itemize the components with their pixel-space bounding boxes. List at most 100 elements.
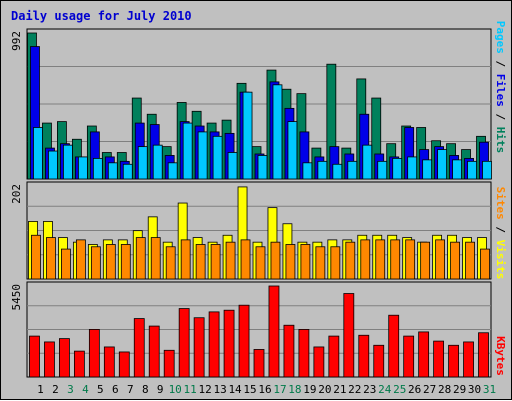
bar-kbytes-day-2: [44, 341, 55, 378]
series-legend: Sites / Visits: [494, 187, 507, 280]
bar-pages-day-12: [197, 131, 208, 180]
bar-kbytes-day-3: [59, 338, 70, 378]
bar-kbytes-day-10: [163, 349, 175, 378]
day-label-6: 6: [112, 383, 119, 396]
bar-pages-day-10: [167, 162, 178, 180]
series-legend: KBytes: [494, 336, 507, 376]
day-label-16: 16: [258, 383, 271, 396]
bar-sites-day-26: [405, 239, 416, 280]
day-label-15: 15: [243, 383, 256, 396]
bar-pages-day-23: [362, 144, 373, 180]
bar-sites-day-21: [330, 246, 341, 280]
bar-pages-day-7: [122, 163, 133, 180]
day-label-9: 9: [157, 383, 164, 396]
bar-kbytes-day-27: [418, 331, 430, 378]
day-label-10: 10: [169, 383, 182, 396]
ymax-label: 202: [10, 184, 23, 204]
day-label-24: 24: [378, 383, 392, 396]
bar-kbytes-day-9: [148, 325, 160, 378]
bar-pages-day-16: [257, 155, 268, 180]
bar-pages-day-5: [92, 157, 103, 180]
bar-pages-day-30: [467, 160, 477, 180]
bar-pages-day-6: [107, 162, 118, 180]
bar-pages-day-9: [152, 144, 163, 180]
bar-sites-day-11: [180, 239, 191, 280]
day-label-25: 25: [393, 383, 406, 396]
chart-panels: 992 202 5450: [10, 28, 492, 378]
bar-sites-day-17: [270, 241, 281, 280]
bar-kbytes-day-20: [313, 346, 325, 378]
bar-pages-day-1: [33, 127, 43, 180]
legend-visits: Visits: [494, 240, 507, 280]
bar-pages-day-22: [347, 160, 358, 180]
bar-pages-day-21: [332, 163, 343, 180]
day-label-13: 13: [213, 383, 226, 396]
bar-kbytes-day-30: [463, 341, 474, 378]
bar-kbytes-day-17: [268, 285, 280, 378]
day-label-23: 23: [363, 383, 376, 396]
bar-sites-day-20: [315, 246, 326, 280]
bar-pages-day-25: [392, 157, 403, 180]
legend-sep: /: [494, 54, 507, 74]
day-label-31: 31: [483, 383, 496, 396]
bar-pages-day-4: [77, 156, 88, 180]
day-label-21: 21: [333, 383, 346, 396]
bar-sites-day-25: [390, 239, 401, 280]
bar-pages-day-17: [272, 84, 283, 180]
bar-sites-day-22: [345, 241, 356, 280]
day-label-19: 19: [303, 383, 316, 396]
day-label-20: 20: [318, 383, 331, 396]
bar-sites-day-31: [480, 248, 490, 280]
day-label-7: 7: [127, 383, 134, 396]
bar-sites-day-1: [31, 234, 41, 280]
bar-sites-day-2: [46, 237, 56, 280]
legend-hits: Hits: [494, 127, 507, 154]
bar-kbytes-day-4: [73, 350, 85, 378]
bar-pages-day-28: [437, 149, 448, 180]
panel-hits-files-pages: 992: [10, 28, 492, 180]
bar-pages-day-27: [422, 159, 433, 180]
bar-kbytes-day-18: [283, 324, 295, 378]
bar-kbytes-day-15: [238, 304, 250, 378]
bar-pages-day-2: [48, 150, 58, 180]
bar-kbytes-day-6: [103, 346, 115, 378]
bar-pages-day-15: [242, 91, 253, 180]
bar-sites-day-24: [375, 239, 386, 280]
day-label-5: 5: [97, 383, 104, 396]
bar-kbytes-day-25: [388, 314, 400, 378]
bar-sites-day-3: [61, 248, 71, 280]
bar-sites-day-9: [150, 237, 161, 280]
day-label-8: 8: [142, 383, 149, 396]
bar-kbytes-day-22: [343, 293, 355, 378]
bar-pages-day-20: [317, 160, 328, 180]
bar-sites-day-4: [75, 239, 86, 280]
bar-sites-day-15: [240, 239, 251, 280]
bar-sites-day-5: [90, 246, 101, 280]
bar-sites-day-29: [450, 241, 460, 280]
day-label-17: 17: [273, 383, 286, 396]
day-label-11: 11: [184, 383, 197, 396]
legend-files: Files: [494, 74, 507, 107]
bar-sites-day-19: [300, 244, 311, 280]
bar-sites-day-10: [165, 246, 176, 280]
bar-kbytes-day-16: [253, 349, 265, 378]
bar-kbytes-day-24: [373, 344, 385, 378]
bar-kbytes-day-28: [433, 340, 445, 378]
ymax-label: 5450: [10, 284, 23, 311]
bar-kbytes-day-1: [29, 335, 40, 378]
bar-kbytes-day-14: [223, 309, 235, 378]
bar-kbytes-day-13: [208, 311, 220, 378]
day-label-18: 18: [288, 383, 301, 396]
bar-sites-day-27: [420, 241, 431, 280]
right-labels: Pages / Files / Hits Sites / Visits KBytes: [494, 21, 507, 376]
bar-kbytes-day-23: [358, 334, 370, 378]
bar-kbytes-day-31: [478, 332, 489, 378]
legend-sep: /: [494, 220, 507, 240]
legend-sites: Sites: [494, 187, 507, 220]
day-label-12: 12: [199, 383, 212, 396]
bar-sites-day-18: [285, 244, 296, 280]
bar-kbytes-day-5: [88, 329, 100, 378]
panel-kbytes: 5450: [10, 281, 492, 378]
bar-kbytes-day-12: [193, 317, 205, 378]
